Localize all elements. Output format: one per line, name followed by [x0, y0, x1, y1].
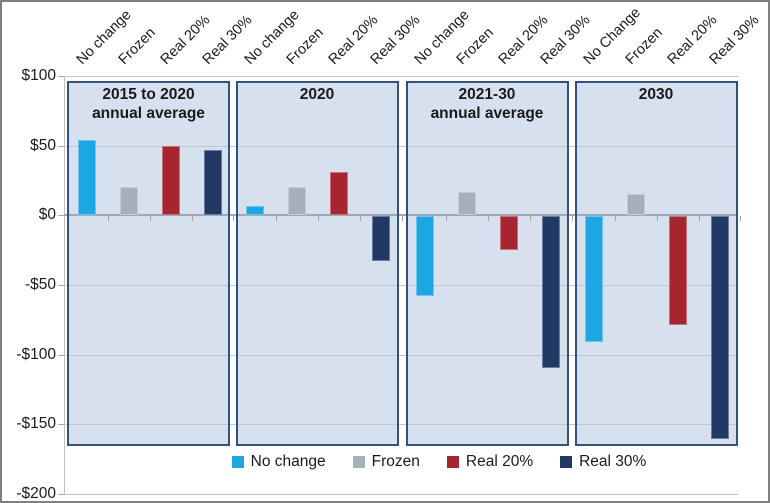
- value-axis-label: $100: [21, 67, 56, 85]
- panel-background: [235, 81, 399, 446]
- category-axis-tick: [657, 216, 658, 222]
- gridline: [64, 424, 738, 426]
- legend-label: Real 20%: [465, 453, 534, 470]
- value-axis-tick: [58, 145, 64, 147]
- bar-no-change: [416, 216, 434, 296]
- category-label: Frozen: [453, 24, 497, 68]
- bar-frozen: [458, 191, 476, 216]
- category-axis-tick: [615, 216, 616, 222]
- legend-label: Frozen: [371, 453, 420, 470]
- plot-bottom-line: [64, 493, 738, 495]
- bar-no-change: [246, 205, 264, 216]
- category-label: Frozen: [622, 24, 666, 68]
- gridline: [64, 76, 738, 78]
- category-axis-tick: [530, 216, 531, 222]
- panel-box: [235, 81, 399, 446]
- value-axis-label: -$100: [16, 345, 56, 363]
- panel-box: [67, 81, 230, 446]
- gridline: [64, 354, 738, 356]
- category-label: Frozen: [115, 24, 159, 68]
- panel-box: [405, 81, 569, 446]
- bar-real-20-: [500, 216, 518, 250]
- category-axis-tick: [107, 216, 109, 222]
- value-axis-label: $0: [38, 206, 56, 224]
- value-axis-tick: [58, 284, 64, 286]
- panel-box: [574, 81, 738, 446]
- bar-real-30-: [542, 216, 560, 369]
- panel-title: 2020: [236, 86, 399, 105]
- category-axis-tick: [149, 216, 151, 222]
- zero-axis-line: [64, 214, 738, 217]
- category-axis-tick: [488, 216, 489, 222]
- category-label: Frozen: [283, 24, 327, 68]
- legend-swatch-icon: [560, 456, 573, 468]
- value-axis-tick: [58, 424, 64, 426]
- category-axis-tick: [571, 216, 573, 222]
- panel-title-line: annual average: [430, 104, 544, 122]
- value-axis-tick: [58, 354, 64, 356]
- bar-frozen: [627, 194, 645, 216]
- value-axis-tick: [58, 493, 64, 495]
- legend-item: Real 30%: [560, 452, 646, 472]
- value-axis-tick: [58, 76, 64, 78]
- value-axis-label: $50: [30, 136, 56, 154]
- legend-label: No change: [250, 453, 326, 470]
- legend-swatch-icon: [446, 456, 459, 468]
- legend-item: Frozen: [352, 452, 420, 472]
- gridline: [64, 145, 738, 147]
- value-axis-tick: [58, 215, 64, 217]
- bar-frozen: [119, 187, 138, 216]
- category-axis-tick: [360, 216, 361, 222]
- value-axis-line: [64, 76, 65, 494]
- legend-label: Real 30%: [579, 453, 647, 470]
- category-axis-tick: [446, 216, 447, 222]
- panel-title: 2030: [575, 86, 738, 105]
- value-axis-label: -$50: [24, 275, 56, 293]
- category-axis-tick: [276, 216, 277, 222]
- panel-title-line: 2030: [638, 86, 674, 103]
- bar-real-20-: [669, 216, 687, 325]
- value-axis-label: -$150: [16, 415, 56, 433]
- bar-no-change: [585, 216, 603, 342]
- gridline: [64, 284, 738, 286]
- category-labels: No change Frozen Real 20% Real 30% No change…: [2, 2, 768, 77]
- legend: No change Frozen Real 20% Real 30%: [102, 452, 768, 472]
- legend-item: Real 20%: [446, 452, 534, 472]
- panel-title-line: 2021-30: [458, 86, 516, 103]
- legend-item: No change: [231, 452, 326, 472]
- category-axis-tick: [232, 216, 234, 222]
- bar-real-30-: [203, 149, 222, 216]
- category-axis-tick: [740, 216, 741, 222]
- category-axis-tick: [402, 216, 404, 222]
- bar-real-30-: [711, 216, 729, 440]
- bar-no-change: [77, 140, 96, 216]
- bar-real-20-: [161, 145, 180, 216]
- panel-title: 2015 to 2020 annual average: [67, 86, 230, 124]
- category-axis-tick: [699, 216, 700, 222]
- value-axis-label: -$200: [16, 484, 56, 502]
- bar-real-30-: [372, 216, 390, 261]
- panel-title-line: annual average: [92, 104, 205, 122]
- panel-title: 2021-30 annual average: [406, 86, 569, 124]
- legend-swatch-icon: [352, 456, 365, 468]
- y-axis: $100 $50 $0 -$50 -$100 -$150 -$200: [2, 2, 64, 501]
- category-axis-tick: [318, 216, 319, 222]
- legend-swatch-icon: [231, 456, 244, 468]
- panel-title-line: 2015 to 2020: [102, 86, 195, 103]
- panel-title-line: 2020: [299, 86, 335, 103]
- bar-real-20-: [330, 172, 348, 216]
- category-axis-tick: [191, 216, 193, 222]
- bar-frozen: [288, 187, 306, 216]
